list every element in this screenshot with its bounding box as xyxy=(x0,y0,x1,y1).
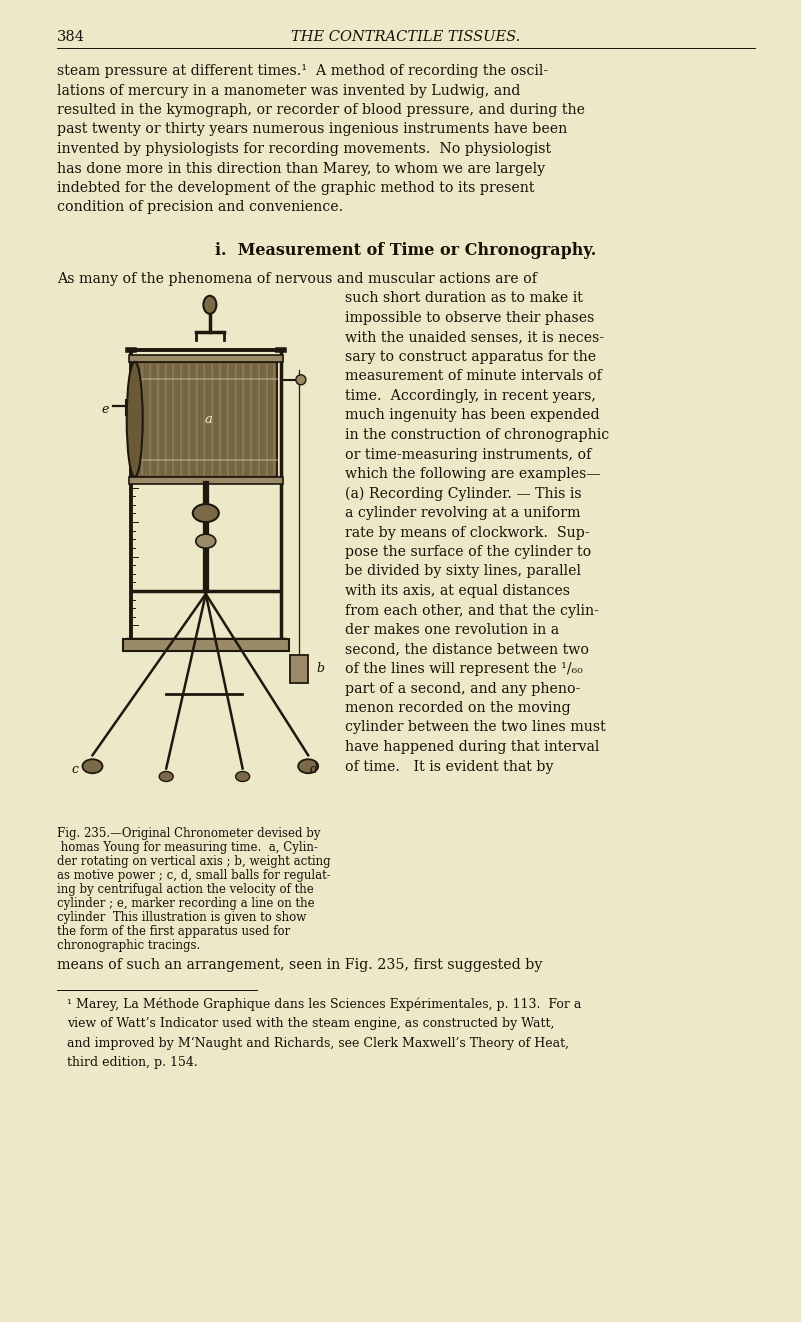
Text: homas Young for measuring time.  a, Cylin-: homas Young for measuring time. a, Cylin… xyxy=(57,842,318,854)
Ellipse shape xyxy=(296,375,306,385)
Text: e: e xyxy=(102,403,109,415)
Text: or time-measuring instruments, of: or time-measuring instruments, of xyxy=(345,448,591,461)
Ellipse shape xyxy=(195,534,215,549)
Text: cylinder  This illustration is given to show: cylinder This illustration is given to s… xyxy=(57,911,306,924)
Bar xyxy=(129,354,283,362)
Text: third edition, p. 154.: third edition, p. 154. xyxy=(67,1056,198,1069)
Text: 384: 384 xyxy=(57,30,85,44)
Text: invented by physiologists for recording movements.  No physiologist: invented by physiologists for recording … xyxy=(57,141,551,156)
Text: from each other, and that the cylin-: from each other, and that the cylin- xyxy=(345,604,599,617)
Text: cylinder ; e, marker recording a line on the: cylinder ; e, marker recording a line on… xyxy=(57,898,315,911)
Ellipse shape xyxy=(159,772,173,781)
Text: a: a xyxy=(205,412,212,426)
Text: impossible to observe their phases: impossible to observe their phases xyxy=(345,311,594,325)
Bar xyxy=(135,362,277,477)
Text: sary to construct apparatus for the: sary to construct apparatus for the xyxy=(345,350,596,364)
Text: lations of mercury in a manometer was invented by Ludwig, and: lations of mercury in a manometer was in… xyxy=(57,83,521,98)
Ellipse shape xyxy=(193,504,219,522)
Bar xyxy=(129,477,283,484)
Text: steam pressure at different times.¹  A method of recording the oscil-: steam pressure at different times.¹ A me… xyxy=(57,63,548,78)
Text: rate by means of clockwork.  Sup-: rate by means of clockwork. Sup- xyxy=(345,526,590,539)
Ellipse shape xyxy=(298,759,318,773)
Text: menon recorded on the moving: menon recorded on the moving xyxy=(345,701,570,715)
Ellipse shape xyxy=(235,772,250,781)
Text: As many of the phenomena of nervous and muscular actions are of: As many of the phenomena of nervous and … xyxy=(57,272,537,286)
Text: indebted for the development of the graphic method to its present: indebted for the development of the grap… xyxy=(57,181,534,196)
Text: which the following are examples—: which the following are examples— xyxy=(345,467,601,481)
Text: as motive power ; c, d, small balls for regulat-: as motive power ; c, d, small balls for … xyxy=(57,870,331,883)
Text: condition of precision and convenience.: condition of precision and convenience. xyxy=(57,201,344,214)
Ellipse shape xyxy=(203,296,216,313)
Text: der makes one revolution in a: der makes one revolution in a xyxy=(345,623,559,637)
Text: of the lines will represent the ¹/₆₀: of the lines will represent the ¹/₆₀ xyxy=(345,662,583,676)
Text: resulted in the kymograph, or recorder of blood pressure, and during the: resulted in the kymograph, or recorder o… xyxy=(57,103,585,118)
Text: much ingenuity has been expended: much ingenuity has been expended xyxy=(345,408,600,423)
Text: the form of the first apparatus used for: the form of the first apparatus used for xyxy=(57,925,290,939)
Ellipse shape xyxy=(127,362,143,477)
Text: c: c xyxy=(71,763,78,776)
Text: d: d xyxy=(310,763,318,776)
Text: b: b xyxy=(317,662,325,676)
Text: has done more in this direction than Marey, to whom we are largely: has done more in this direction than Mar… xyxy=(57,161,545,176)
Text: measurement of minute intervals of: measurement of minute intervals of xyxy=(345,370,602,383)
Text: a cylinder revolving at a uniform: a cylinder revolving at a uniform xyxy=(345,506,581,520)
Text: time.  Accordingly, in recent years,: time. Accordingly, in recent years, xyxy=(345,389,596,403)
Text: i.  Measurement of Time or Chronography.: i. Measurement of Time or Chronography. xyxy=(215,242,597,259)
Text: ¹ Marey, La Méthode Graphique dans les Sciences Expérimentales, p. 113.  For a: ¹ Marey, La Méthode Graphique dans les S… xyxy=(67,998,582,1011)
Text: with its axis, at equal distances: with its axis, at equal distances xyxy=(345,584,570,598)
Bar xyxy=(123,639,289,650)
Text: view of Watt’s Indicator used with the steam engine, as constructed by Watt,: view of Watt’s Indicator used with the s… xyxy=(67,1017,554,1030)
Text: be divided by sixty lines, parallel: be divided by sixty lines, parallel xyxy=(345,564,581,579)
Ellipse shape xyxy=(83,759,103,773)
Text: (a) Recording Cylinder. — This is: (a) Recording Cylinder. — This is xyxy=(345,486,582,501)
Text: cylinder between the two lines must: cylinder between the two lines must xyxy=(345,720,606,735)
Text: Fig. 235.—Original Chronometer devised by: Fig. 235.—Original Chronometer devised b… xyxy=(57,828,320,841)
Bar xyxy=(290,654,308,682)
Text: of time.   It is evident that by: of time. It is evident that by xyxy=(345,760,553,773)
Text: such short duration as to make it: such short duration as to make it xyxy=(345,291,583,305)
Text: der rotating on vertical axis ; b, weight acting: der rotating on vertical axis ; b, weigh… xyxy=(57,855,331,869)
Text: chronographic tracings.: chronographic tracings. xyxy=(57,940,200,952)
Text: second, the distance between two: second, the distance between two xyxy=(345,642,589,657)
Text: in the construction of chronographic: in the construction of chronographic xyxy=(345,428,610,442)
Text: past twenty or thirty years numerous ingenious instruments have been: past twenty or thirty years numerous ing… xyxy=(57,123,567,136)
Text: part of a second, and any pheno-: part of a second, and any pheno- xyxy=(345,682,581,695)
Text: THE CONTRACTILE TISSUES.: THE CONTRACTILE TISSUES. xyxy=(292,30,521,44)
Text: means of such an arrangement, seen in Fig. 235, first suggested by: means of such an arrangement, seen in Fi… xyxy=(57,957,542,972)
Text: and improved by M‘Naught and Richards, see Clerk Maxwell’s Theory of Heat,: and improved by M‘Naught and Richards, s… xyxy=(67,1036,569,1050)
Text: pose the surface of the cylinder to: pose the surface of the cylinder to xyxy=(345,545,591,559)
Text: ing by centrifugal action the velocity of the: ing by centrifugal action the velocity o… xyxy=(57,883,314,896)
Text: with the unaided senses, it is neces-: with the unaided senses, it is neces- xyxy=(345,330,604,345)
Text: have happened during that interval: have happened during that interval xyxy=(345,740,599,754)
